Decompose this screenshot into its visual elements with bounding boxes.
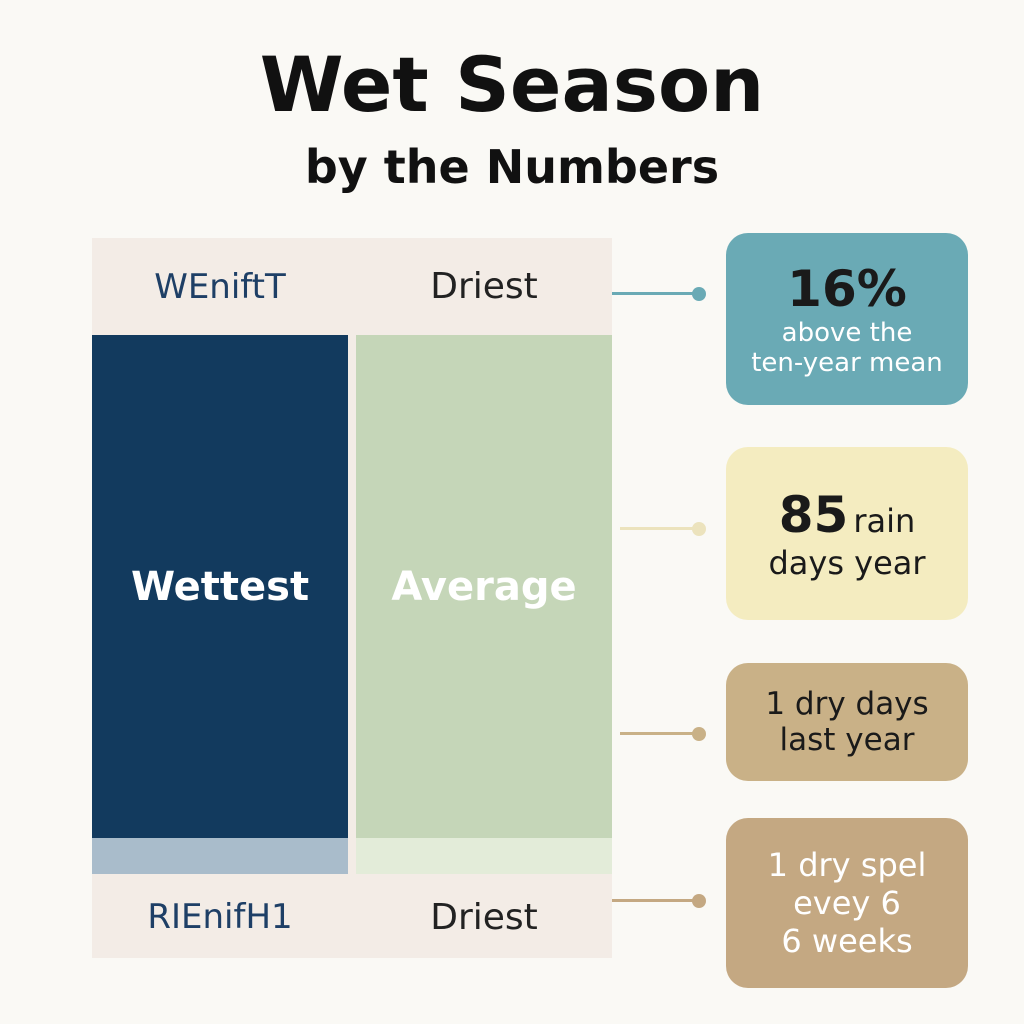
callout: 16% above the ten-year mean bbox=[726, 233, 968, 405]
callout-text: days year bbox=[768, 543, 926, 582]
connector-dot bbox=[692, 894, 706, 908]
connector-dot bbox=[692, 727, 706, 741]
callout: 1 dry days last year bbox=[726, 663, 968, 781]
callout-text: rain bbox=[853, 501, 916, 540]
table-cell: WEniftT bbox=[154, 266, 286, 307]
callout-text: 1 dry days bbox=[765, 686, 929, 722]
callout: 1 dry spel evey 6 6 weeks bbox=[726, 818, 968, 988]
callout-text: above the bbox=[781, 318, 913, 348]
connector-dot bbox=[692, 522, 706, 536]
connector bbox=[612, 292, 698, 295]
connector-dot bbox=[692, 287, 706, 301]
connector bbox=[620, 527, 698, 530]
callout-text: last year bbox=[779, 722, 915, 758]
callout-value: 85 bbox=[778, 485, 849, 544]
wettest-block: Wettest bbox=[92, 335, 348, 838]
title: Wet Season bbox=[259, 40, 765, 129]
subtitle: by the Numbers bbox=[304, 140, 720, 194]
strip bbox=[92, 838, 348, 874]
connector bbox=[620, 732, 698, 735]
callout-text: 1 dry spel bbox=[767, 846, 927, 884]
strip bbox=[356, 838, 612, 874]
callout-row: 85 rain bbox=[779, 486, 916, 544]
table-cell: RIEnifH1 bbox=[147, 897, 293, 937]
average-block: Average bbox=[356, 335, 612, 838]
connector bbox=[612, 899, 698, 902]
table-cell: Driest bbox=[430, 266, 538, 307]
callout-value: 16% bbox=[787, 260, 907, 318]
callout: 85 rain days year bbox=[726, 447, 968, 620]
table-cell: Driest bbox=[430, 896, 538, 938]
callout-text: evey 6 bbox=[793, 884, 901, 922]
callout-text: 6 weeks bbox=[781, 922, 913, 960]
callout-text: ten-year mean bbox=[751, 348, 943, 378]
